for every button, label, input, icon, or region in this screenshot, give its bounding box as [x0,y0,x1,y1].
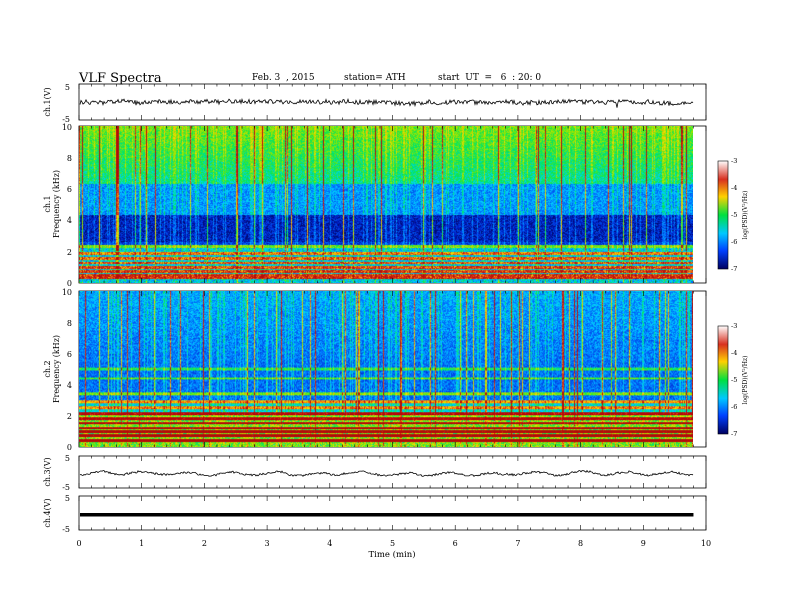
panel-ch2-spectrogram: 0 2 4 6 8 10 ch.2 Frequency (kHz) -3 -4 … [43,288,749,452]
colorbar-ch1 [717,160,729,270]
ytick-label: 8 [67,319,72,328]
ytick-label: 5 [65,83,70,92]
ch3-waveform-line [79,469,694,478]
ytick-label: 8 [67,154,72,163]
ylabel-frequency: Frequency (kHz) [52,335,61,403]
xtick-label: 6 [453,539,458,548]
ytick-label: 0 [67,279,72,288]
ylabel-ch1: ch.1 [43,195,52,212]
colorbar-label: log(PSD)(V²/Hz) [742,356,749,405]
colorbar-tick: -7 [731,430,737,438]
xtick-label: 8 [578,539,583,548]
ch1-freq-ticks: 0 2 4 6 8 10 [62,123,72,288]
ytick-label: 2 [67,412,72,421]
station-label: station= ATH [344,73,406,83]
ytick-label: 0 [67,443,72,452]
xtick-label: 4 [327,539,332,548]
ch1-spectrogram-heatmap [79,126,693,283]
ytick-label: 5 [65,454,70,463]
xtick-label: 0 [76,539,81,548]
colorbar-tick: -5 [731,376,737,384]
xtick-label: 3 [265,539,270,548]
xtick-label: 1 [139,539,144,548]
panel-ch3-waveform: 5 -5 ch.3(V) [43,454,707,492]
ytick-label: -5 [62,483,70,492]
xtick-label: 7 [515,539,520,548]
colorbar-ch2 [717,325,729,435]
ytick-label: -5 [62,525,70,534]
xtick-label: 5 [390,539,395,548]
colorbar-label: log(PSD)(V²/Hz) [742,191,749,240]
ytick-label: 10 [62,123,72,132]
colorbar-tick: -6 [731,238,737,246]
colorbar-tick: -5 [731,211,737,219]
ytick-label: 6 [67,350,72,359]
ytick-label: -5 [62,115,70,124]
colorbar-tick: -4 [731,184,737,192]
ytick-label: 4 [67,216,72,225]
ylabel-ch2: ch.2 [43,360,52,377]
colorbar-tick: -3 [731,157,737,165]
x-axis-label: Time (min) [368,549,415,560]
x-axis-tick-labels: 0 1 2 3 4 5 6 7 8 9 10 [76,539,711,548]
chart-title: VLF Spectra [79,71,162,86]
panel-ch1-spectrogram: 0 2 4 6 8 10 ch.1 Frequency (kHz) -3 -4 … [43,123,749,288]
ytick-label: 4 [67,381,72,390]
panel-ch4-waveform: 5 -5 ch.4(V) [43,494,707,534]
time-ticks [78,84,707,530]
start-time-label: start UT = 6 : 20: 0 [438,73,542,83]
ytick-label: 6 [67,185,72,194]
ytick-label: 5 [65,494,70,503]
colorbar-tick: -3 [731,322,737,330]
panel-ch1-waveform: 5 -5 ch.1(V) [43,83,707,124]
ylabel-ch3-volt: ch.3(V) [43,457,52,486]
colorbar-tick: -6 [731,403,737,411]
ch2-spectrogram-heatmap [79,291,693,447]
ytick-label: 2 [67,248,72,257]
date-label: Feb. 3 , 2015 [252,73,315,83]
ylabel-ch1-volt: ch.1(V) [43,87,52,116]
xtick-label: 9 [641,539,646,548]
ylabel-frequency: Frequency (kHz) [52,170,61,238]
ylabel-ch4-volt: ch.4(V) [43,498,52,527]
colorbar-tick: -7 [731,265,737,273]
colorbar-tick: -4 [731,349,737,357]
ytick-label: 10 [62,288,72,297]
xtick-label: 2 [202,539,207,548]
ch1-waveform-line [79,97,694,108]
xtick-label: 10 [701,539,711,548]
